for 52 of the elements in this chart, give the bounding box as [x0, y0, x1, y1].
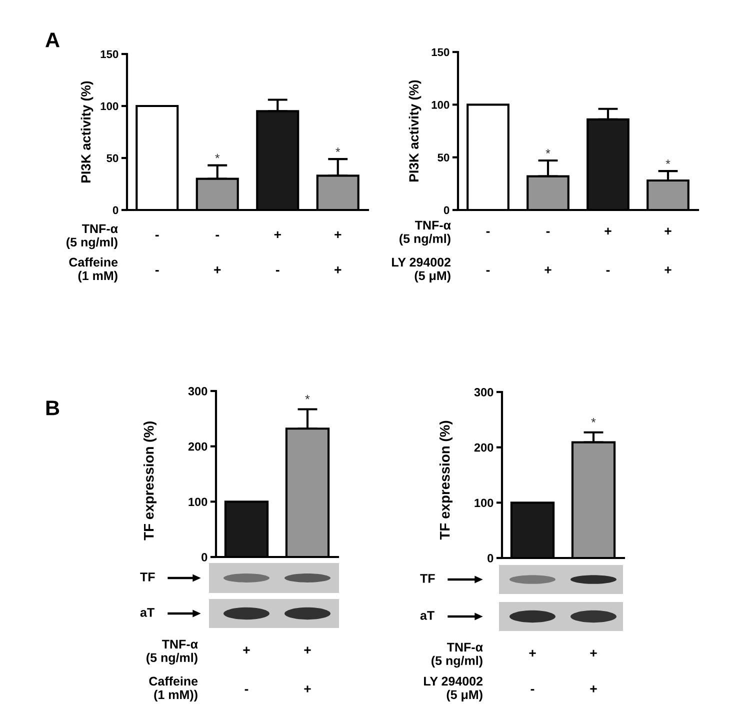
y-tick-label: 0 [444, 206, 450, 214]
text: TF [420, 574, 435, 583]
text: TNF-α (5 ng/ml) [66, 224, 118, 250]
category-label: - + [214, 234, 221, 274]
category-label: + - [274, 231, 281, 272]
y-tick-label: 300 [188, 387, 208, 396]
category-label: + - [529, 650, 536, 691]
text: LY 294002 (5 μM) [392, 258, 451, 283]
y-tick-label: 100 [188, 498, 208, 506]
y-axis-title: PI3K activity (%) [80, 81, 94, 182]
y-tick-label: 0 [112, 206, 118, 214]
text: Caffeine (1 mM)) [149, 676, 198, 702]
y-tick-label: 100 [432, 100, 450, 109]
annotation: * [305, 394, 310, 400]
category-label: + + [664, 228, 672, 274]
annotation: * [666, 160, 670, 164]
annotation: * [591, 418, 596, 422]
category-label: - + [544, 231, 552, 274]
category-label: + + [590, 650, 597, 692]
text: TNF-α (5 ng/ml) [146, 640, 198, 665]
text: TF [140, 572, 155, 582]
y-tick-label: 100 [100, 102, 118, 110]
annotation: * [546, 149, 550, 154]
y-axis-title: TF expression (%) [144, 422, 156, 540]
y-tick-label: 150 [432, 48, 450, 56]
text: TNF-α (5 ng/ml) [432, 642, 483, 668]
category-label: + + [304, 646, 311, 692]
y-tick-label: 0 [488, 554, 494, 562]
category-label: - - [155, 234, 159, 272]
text: aT [420, 611, 434, 620]
y-tick-label: 300 [474, 388, 494, 396]
category-label: + - [243, 646, 250, 691]
category-label: + + [334, 231, 342, 274]
category-label: - - [486, 231, 490, 272]
y-tick-label: 100 [474, 498, 494, 508]
y-axis-title: PI3K activity (%) [408, 80, 422, 182]
chart-title: A [46, 32, 60, 48]
annotation: * [215, 154, 220, 158]
text: B [46, 400, 60, 416]
text: aT [140, 608, 154, 617]
y-tick-label: 200 [474, 443, 494, 452]
annotation: * [336, 148, 340, 152]
y-axis-title: TF expression (%) [440, 420, 452, 540]
category-label: + - [604, 228, 612, 272]
y-tick-label: 150 [100, 50, 118, 58]
text: LY 294002 (5 μM) [424, 676, 483, 702]
text: TNF-α (5 ng/ml) [400, 220, 451, 246]
y-tick-label: 0 [202, 553, 208, 562]
y-tick-label: 50 [106, 154, 118, 162]
y-tick-label: 200 [188, 442, 208, 451]
text: Caffeine (1 mM) [69, 257, 118, 283]
y-tick-label: 50 [438, 154, 450, 162]
